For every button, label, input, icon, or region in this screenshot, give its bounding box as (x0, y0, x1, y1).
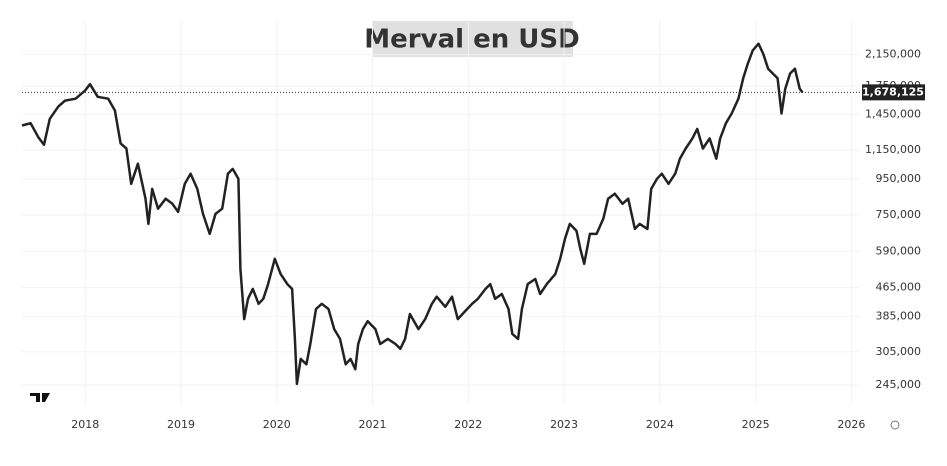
x-tick-label: 2023 (550, 418, 578, 431)
plot: 245,000 305,000 385,000 465,000 590,000 750,0… (21, 20, 925, 431)
x-tick-label: 2022 (454, 418, 482, 431)
y-tick-label: 1,450,000 (865, 108, 921, 121)
y-tick-label: 305,000 (876, 345, 922, 358)
y-tick-label: 2,150,000 (865, 48, 921, 61)
x-tick-label: 2020 (263, 418, 291, 431)
x-tick-label: 2026 (837, 418, 865, 431)
y-tick-label: 1,150,000 (865, 143, 921, 156)
x-tick-label: 2021 (359, 418, 387, 431)
x-tick-label: 2025 (742, 418, 770, 431)
y-tick-label: 245,000 (876, 378, 922, 391)
y-tick-label: 750,000 (876, 208, 922, 221)
chart-title: Merval en USD (364, 25, 579, 55)
y-tick-label: 385,000 (876, 309, 922, 322)
x-tick-label: 2024 (646, 418, 674, 431)
last-price-label: 1,678,125 (862, 85, 924, 98)
x-tick-label: 2018 (71, 418, 99, 431)
y-tick-label: 950,000 (876, 172, 922, 185)
y-tick-label: 465,000 (876, 281, 922, 294)
last-price-box (862, 84, 925, 101)
price-line (21, 42, 804, 386)
y-tick-label: 590,000 (876, 244, 922, 257)
settings-icon[interactable] (890, 420, 900, 430)
x-tick-label: 2019 (167, 418, 195, 431)
title-background (372, 21, 573, 57)
logo (30, 393, 50, 402)
